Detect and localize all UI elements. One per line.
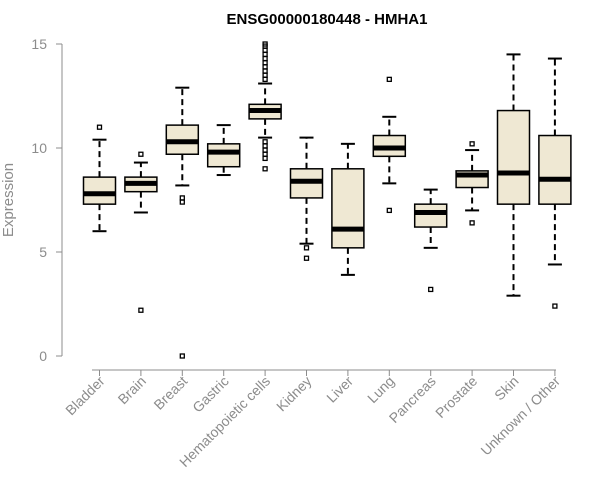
outlier-point: [469, 220, 475, 226]
y-tick-label: 5: [39, 244, 47, 260]
box-iqr: [331, 168, 365, 249]
outlier-point: [386, 207, 392, 214]
box-group: [165, 86, 200, 359]
outlier-point: [262, 147, 268, 153]
x-tick-label: Skin: [491, 373, 522, 404]
outlier-point: [138, 307, 144, 313]
box-group: [206, 124, 241, 177]
box-iqr: [413, 203, 448, 228]
outlier-point: [262, 166, 268, 172]
outlier-point: [469, 141, 475, 147]
box-group: [331, 142, 365, 276]
outlier-point: [262, 155, 268, 162]
box-group: [289, 136, 324, 261]
y-tick-label: 0: [39, 348, 47, 364]
box-group: [372, 76, 407, 214]
outlier-point: [262, 60, 268, 66]
outlier-point: [179, 195, 185, 201]
outlier-point: [262, 51, 268, 58]
box-group: [455, 141, 489, 226]
outlier-point: [262, 143, 268, 149]
box-series: [82, 41, 572, 359]
box-group: [413, 188, 448, 293]
x-tick-label: Unknown / Other: [477, 373, 563, 459]
y-axis-title: Expression: [0, 163, 17, 237]
outlier-point: [262, 41, 268, 47]
outlier-point: [96, 124, 103, 130]
box-group: [248, 41, 282, 172]
outlier-point: [262, 139, 268, 145]
outlier-point: [262, 68, 268, 74]
outlier-point: [386, 76, 392, 83]
outlier-point: [552, 303, 558, 309]
x-tick-label: Lung: [364, 373, 397, 406]
outlier-point: [179, 353, 185, 359]
x-tick-label: Bladder: [62, 373, 108, 419]
box-iqr: [496, 109, 531, 205]
chart-title: ENSG00000180448 - HMHA1: [227, 11, 428, 28]
outlier-point: [303, 245, 310, 251]
box-group: [538, 57, 572, 309]
x-tick-label: Prostate: [432, 373, 480, 421]
x-tick-label: Kidney: [273, 373, 315, 415]
outlier-point: [428, 286, 434, 293]
y-ticks: 0 5 10 15: [31, 36, 62, 364]
outlier-point: [303, 255, 310, 261]
box-group: [496, 53, 531, 297]
outlier-point: [262, 72, 268, 78]
outlier-point: [262, 55, 268, 62]
box-group: [82, 124, 117, 233]
box-group: [124, 151, 158, 313]
outlier-point: [262, 47, 268, 53]
outlier-point: [262, 151, 268, 157]
outlier-point: [179, 199, 185, 205]
x-tick-label: Liver: [323, 373, 356, 406]
x-tick-label: Breast: [150, 373, 190, 413]
outlier-point: [262, 76, 268, 83]
x-tick-label: Brain: [115, 373, 149, 407]
outlier-point: [262, 64, 268, 70]
box-iqr: [538, 134, 572, 205]
outlier-point: [138, 151, 144, 157]
y-tick-label: 15: [31, 36, 47, 52]
y-tick-label: 10: [31, 140, 47, 156]
box-iqr: [206, 143, 241, 168]
box-iqr: [82, 176, 117, 205]
